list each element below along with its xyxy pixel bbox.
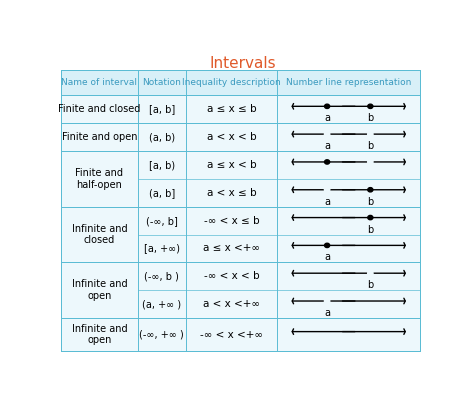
Text: [a, b]: [a, b] [149, 104, 175, 114]
Text: a ≤ x <+∞: a ≤ x <+∞ [203, 244, 260, 254]
Circle shape [368, 160, 373, 164]
Text: [a, b): [a, b) [149, 160, 175, 170]
Text: a ≤ x < b: a ≤ x < b [207, 160, 256, 170]
Circle shape [368, 132, 373, 136]
Circle shape [368, 216, 373, 220]
Text: -∞ < x <+∞: -∞ < x <+∞ [200, 330, 263, 340]
Text: a: a [324, 308, 330, 318]
Text: a < x < b: a < x < b [207, 132, 256, 142]
Bar [61, 262, 420, 318]
Bar [61, 70, 420, 96]
Text: -∞ < x < b: -∞ < x < b [203, 271, 259, 281]
Text: a < x ≤ b: a < x ≤ b [207, 188, 256, 198]
Text: Notation: Notation [142, 78, 181, 87]
Bar [61, 318, 420, 351]
Text: b: b [367, 280, 374, 290]
Circle shape [368, 188, 373, 192]
Circle shape [324, 299, 330, 303]
Circle shape [324, 132, 330, 136]
Bar [61, 123, 420, 151]
Text: Infinite and
open: Infinite and open [71, 324, 127, 346]
Circle shape [324, 160, 330, 164]
Text: a: a [324, 141, 330, 151]
Text: a: a [324, 113, 330, 123]
Text: (-∞, b]: (-∞, b] [146, 216, 178, 226]
Circle shape [324, 104, 330, 108]
Text: a: a [324, 197, 330, 207]
Text: Finite and open: Finite and open [61, 132, 137, 142]
Text: (-∞, +∞ ): (-∞, +∞ ) [140, 330, 184, 340]
Circle shape [324, 243, 330, 248]
Text: (a, b]: (a, b] [149, 188, 175, 198]
Text: -∞ < x ≤ b: -∞ < x ≤ b [203, 216, 259, 226]
Text: Name of interval: Name of interval [61, 78, 138, 87]
Text: Intervals: Intervals [209, 56, 276, 71]
Text: b: b [367, 141, 374, 151]
Circle shape [368, 104, 373, 108]
Text: Finite and
half-open: Finite and half-open [76, 168, 123, 190]
Text: Inequality description: Inequality description [182, 78, 281, 87]
Circle shape [324, 188, 330, 192]
Bar [61, 96, 420, 123]
Bar [61, 207, 420, 262]
Text: a: a [324, 252, 330, 262]
Text: Number line representation: Number line representation [286, 78, 412, 87]
Text: Infinite and
closed: Infinite and closed [71, 224, 127, 245]
Text: b: b [367, 197, 374, 207]
Text: (a, b): (a, b) [149, 132, 175, 142]
Text: Finite and closed: Finite and closed [58, 104, 140, 114]
Text: a < x <+∞: a < x <+∞ [203, 299, 260, 309]
Circle shape [368, 271, 373, 275]
Text: Infinite and
open: Infinite and open [71, 279, 127, 301]
Text: b: b [367, 113, 374, 123]
Text: a ≤ x ≤ b: a ≤ x ≤ b [207, 104, 256, 114]
Text: (a, +∞ ): (a, +∞ ) [142, 299, 181, 309]
Text: b: b [367, 225, 374, 235]
Text: (-∞, b ): (-∞, b ) [144, 271, 179, 281]
Bar [61, 151, 420, 207]
Text: [a, +∞): [a, +∞) [144, 244, 180, 254]
